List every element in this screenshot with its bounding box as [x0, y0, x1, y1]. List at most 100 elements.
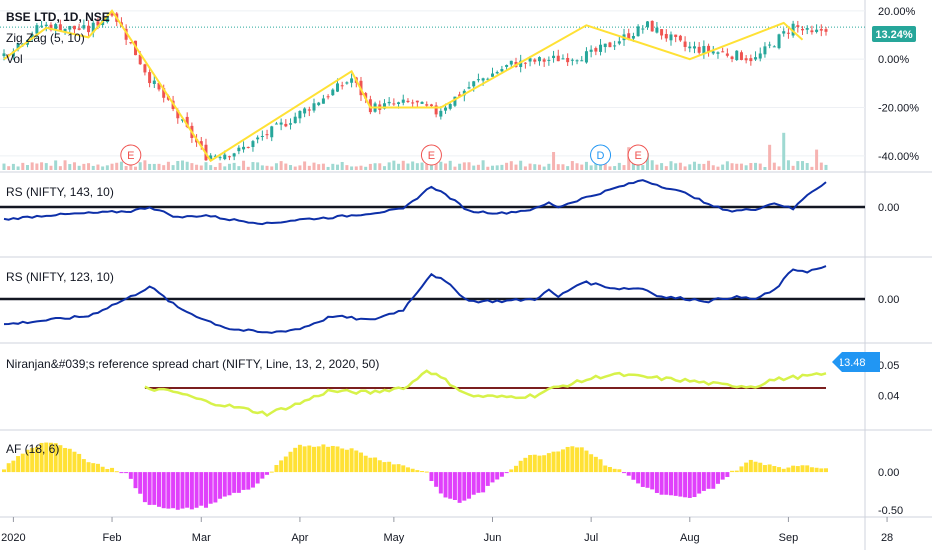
af-bar: [269, 471, 274, 473]
spread-tick-label: 0.04: [878, 391, 899, 403]
candle: [279, 118, 283, 131]
zigzag-indicator-label[interactable]: Zig Zag (5, 10): [6, 31, 85, 45]
candle-body: [293, 116, 297, 124]
volume-bar: [204, 162, 208, 170]
volume-bar: [40, 162, 44, 170]
rs-line: [3, 179, 827, 226]
volume-indicator-label[interactable]: Vol: [6, 52, 23, 66]
candle-body: [335, 83, 339, 92]
candle: [716, 51, 720, 59]
volume-bar: [270, 166, 274, 170]
event-marker-text: E: [428, 150, 435, 162]
candle: [143, 63, 147, 76]
volume-bar: [650, 160, 654, 170]
candle: [561, 54, 565, 60]
candle-body: [77, 28, 81, 30]
candle: [796, 20, 800, 33]
volume-bar: [63, 160, 67, 170]
af-bar: [739, 466, 744, 473]
candle-body: [519, 60, 523, 68]
af-bar: [44, 442, 49, 473]
af-bar: [114, 471, 119, 473]
candle-body: [575, 60, 579, 62]
volume-bar: [758, 163, 762, 170]
candle-body: [434, 105, 438, 115]
volume-bar: [707, 160, 711, 170]
af-bar: [6, 463, 11, 473]
candle-body: [11, 51, 15, 57]
candle: [599, 38, 603, 56]
candle: [664, 29, 668, 42]
af-bar: [640, 472, 645, 487]
candle: [801, 26, 805, 35]
af-bar: [443, 472, 448, 498]
event-marker[interactable]: E: [120, 144, 142, 166]
af-bar: [420, 471, 425, 473]
candle-body: [274, 123, 278, 125]
af-bar: [293, 447, 298, 473]
volume-bar: [246, 166, 250, 170]
candle-body: [580, 60, 584, 62]
candle: [274, 121, 278, 125]
af-bar: [152, 472, 157, 505]
spread-chart-label[interactable]: Niranjan&#039;s reference spread chart (…: [6, 357, 379, 371]
af-indicator-label[interactable]: AF (18, 6): [6, 442, 59, 456]
symbol-title: BSE LTD, 1D, NSE: [6, 10, 110, 24]
volume-bar: [115, 162, 119, 170]
time-tick-label: Jul: [584, 532, 598, 544]
af-bar: [650, 472, 655, 490]
volume-bar: [401, 160, 405, 170]
af-bar: [551, 451, 556, 473]
candle-body: [350, 78, 354, 83]
candle-body: [420, 101, 424, 104]
candle: [754, 51, 758, 62]
candle-body: [697, 46, 701, 53]
volume-bar: [537, 164, 541, 170]
af-bar: [335, 446, 340, 473]
af-bar: [147, 472, 152, 505]
volume-bar: [279, 161, 283, 170]
af-bar: [373, 457, 378, 473]
candle-body: [227, 156, 231, 158]
volume-bar: [796, 161, 800, 170]
event-marker[interactable]: E: [627, 144, 649, 166]
candle-body: [641, 28, 645, 30]
candle: [11, 48, 15, 60]
volume-bar: [683, 166, 687, 170]
af-bar: [730, 470, 735, 473]
volume-bar: [7, 166, 11, 170]
event-marker[interactable]: D: [590, 144, 612, 166]
volume-bar: [185, 161, 189, 170]
volume-bar: [397, 163, 401, 170]
candle-body: [289, 123, 293, 125]
candle: [434, 102, 438, 118]
candle-body: [392, 103, 396, 105]
candle: [669, 31, 673, 46]
af-bar: [349, 448, 354, 473]
af-bar: [434, 472, 439, 487]
candle-body: [810, 30, 814, 33]
af-bar: [358, 452, 363, 473]
volume-bar: [162, 165, 166, 170]
candle-body: [58, 24, 62, 32]
af-bar: [58, 445, 63, 473]
af-bar: [354, 450, 359, 473]
af-bar: [105, 469, 110, 473]
af-bar: [34, 446, 39, 473]
volume-bar: [749, 163, 753, 170]
volume-bar: [594, 160, 598, 170]
rs-143-label[interactable]: RS (NIFTY, 143, 10): [6, 185, 114, 199]
price-tick-label: 20.00%: [878, 6, 916, 18]
candle-body: [796, 25, 800, 28]
volume-bar: [444, 163, 448, 170]
spread-line: [144, 369, 827, 418]
volume-bar: [514, 164, 518, 170]
candle: [575, 59, 579, 65]
candle-body: [180, 119, 184, 121]
event-marker[interactable]: E: [420, 144, 442, 166]
candle: [453, 96, 457, 108]
af-bar: [706, 472, 711, 489]
time-tick-label: Jun: [484, 532, 502, 544]
rs-123-label[interactable]: RS (NIFTY, 123, 10): [6, 270, 114, 284]
volume-bar: [382, 166, 386, 170]
